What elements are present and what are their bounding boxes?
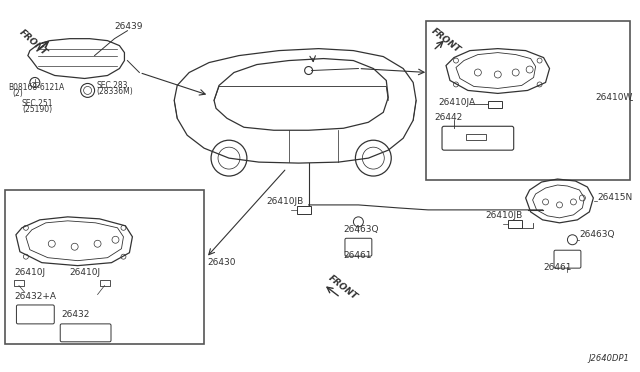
Bar bbox=[508, 220, 522, 228]
Bar bbox=[297, 206, 310, 214]
Bar bbox=[426, 21, 630, 180]
Text: SEC.251: SEC.251 bbox=[22, 99, 53, 108]
Text: 26461: 26461 bbox=[543, 263, 572, 272]
Bar bbox=[466, 134, 486, 140]
Text: 26461: 26461 bbox=[344, 251, 372, 260]
Bar bbox=[14, 280, 24, 286]
Text: 26410J: 26410J bbox=[14, 267, 45, 277]
Text: 26410JB: 26410JB bbox=[267, 197, 304, 206]
Bar bbox=[488, 102, 502, 108]
Text: 26432+A: 26432+A bbox=[14, 292, 56, 301]
Text: 26463Q: 26463Q bbox=[579, 230, 615, 239]
Text: 26442: 26442 bbox=[434, 113, 462, 122]
Text: FRONT: FRONT bbox=[430, 26, 463, 55]
Text: SEC.283: SEC.283 bbox=[97, 81, 128, 90]
Text: 26410W: 26410W bbox=[596, 93, 633, 102]
Text: 26463Q: 26463Q bbox=[344, 225, 379, 234]
Text: 26415N: 26415N bbox=[597, 193, 632, 202]
Text: 26410JB: 26410JB bbox=[486, 211, 523, 220]
Text: (2): (2) bbox=[12, 89, 22, 99]
Bar bbox=[100, 280, 109, 286]
Text: 26439: 26439 bbox=[115, 22, 143, 31]
Text: FRONT: FRONT bbox=[18, 28, 49, 58]
Text: FRONT: FRONT bbox=[326, 273, 359, 301]
Text: J2640DP1: J2640DP1 bbox=[588, 354, 629, 363]
Text: 26430: 26430 bbox=[207, 258, 236, 267]
Text: 26432: 26432 bbox=[61, 310, 90, 320]
Text: (28336M): (28336M) bbox=[97, 87, 133, 96]
Text: B08168-6121A: B08168-6121A bbox=[8, 83, 64, 92]
Text: (25190): (25190) bbox=[22, 105, 52, 114]
Text: 26410JA: 26410JA bbox=[438, 98, 475, 108]
Text: 26410J: 26410J bbox=[70, 267, 101, 277]
Bar bbox=[5, 190, 204, 344]
